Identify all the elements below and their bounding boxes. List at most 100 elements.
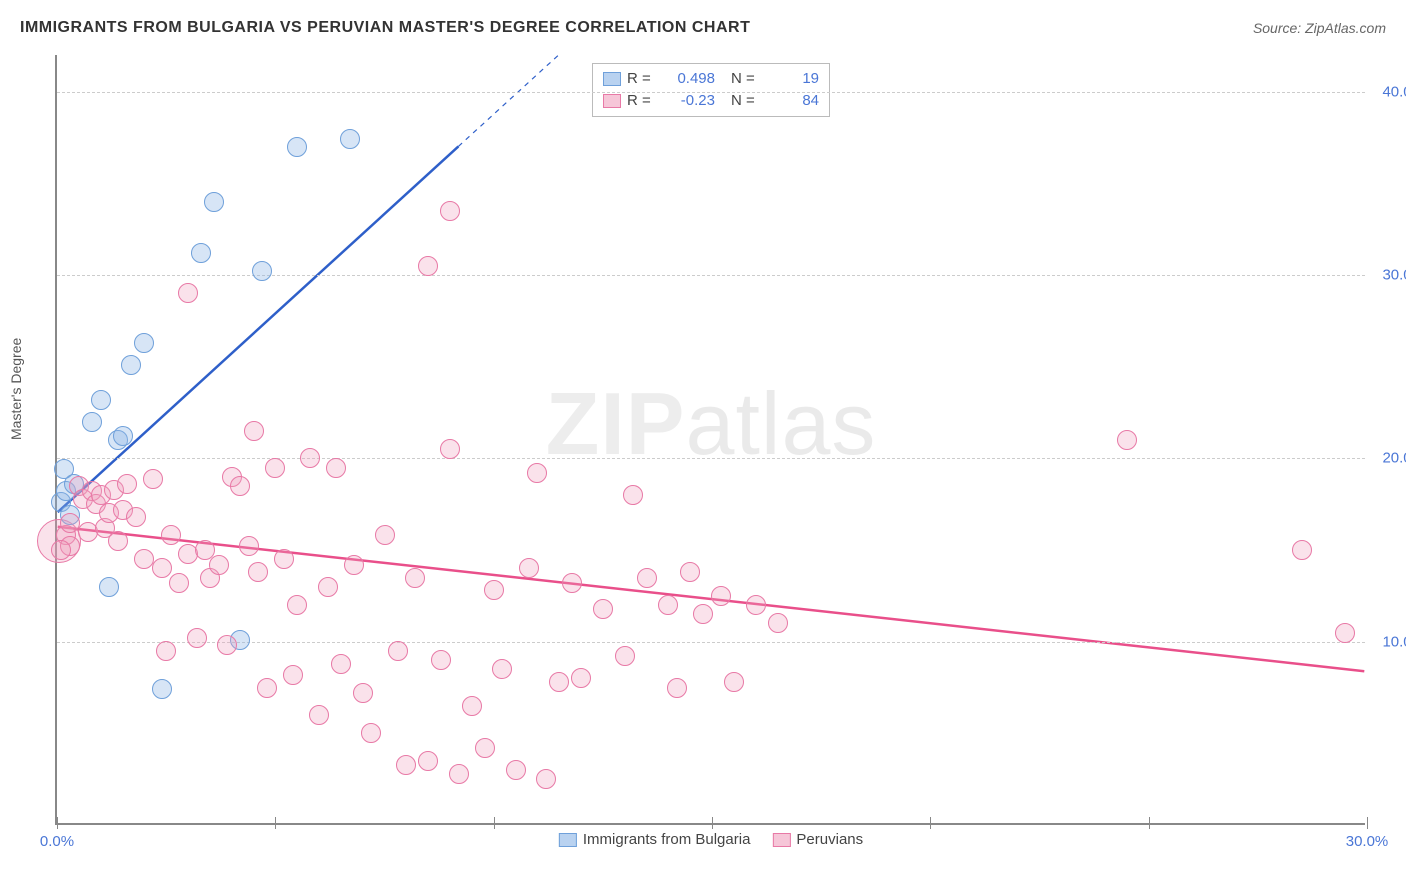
scatter-point bbox=[108, 531, 128, 551]
legend-swatch-bulgaria-2 bbox=[559, 833, 577, 847]
scatter-point bbox=[1292, 540, 1312, 560]
legend-N-value-2: 84 bbox=[767, 90, 819, 112]
x-tick bbox=[1367, 817, 1368, 829]
legend-row-series2: R = -0.23 N = 84 bbox=[603, 90, 819, 112]
legend-swatch-peruvians bbox=[603, 94, 621, 108]
legend-correlation-box: R = 0.498 N = 19 R = -0.23 N = 84 bbox=[592, 63, 830, 117]
scatter-point bbox=[287, 137, 307, 157]
scatter-point bbox=[615, 646, 635, 666]
scatter-point bbox=[204, 192, 224, 212]
legend-series-box: Immigrants from Bulgaria Peruvians bbox=[559, 831, 863, 848]
scatter-point bbox=[680, 562, 700, 582]
scatter-point bbox=[623, 485, 643, 505]
legend-swatch-bulgaria bbox=[603, 72, 621, 86]
x-tick bbox=[1149, 817, 1150, 829]
scatter-point bbox=[475, 738, 495, 758]
scatter-point bbox=[519, 558, 539, 578]
scatter-point bbox=[331, 654, 351, 674]
scatter-point bbox=[340, 129, 360, 149]
legend-N-label: N = bbox=[731, 68, 761, 90]
scatter-point bbox=[405, 568, 425, 588]
scatter-point bbox=[82, 412, 102, 432]
x-tick bbox=[57, 817, 58, 829]
scatter-point bbox=[527, 463, 547, 483]
y-tick-label: 20.0% bbox=[1382, 450, 1406, 467]
scatter-point bbox=[169, 573, 189, 593]
legend-R-label: R = bbox=[627, 68, 657, 90]
scatter-point bbox=[746, 595, 766, 615]
scatter-point bbox=[462, 696, 482, 716]
y-tick-label: 30.0% bbox=[1382, 267, 1406, 284]
scatter-point bbox=[143, 469, 163, 489]
legend-N-label-2: N = bbox=[731, 90, 761, 112]
scatter-point bbox=[248, 562, 268, 582]
scatter-point bbox=[265, 458, 285, 478]
scatter-point bbox=[126, 507, 146, 527]
scatter-point bbox=[571, 668, 591, 688]
scatter-point bbox=[492, 659, 512, 679]
legend-item-peruvians: Peruvians bbox=[772, 831, 863, 848]
scatter-point bbox=[344, 555, 364, 575]
regression-line bbox=[458, 55, 558, 146]
scatter-point bbox=[562, 573, 582, 593]
scatter-point bbox=[431, 650, 451, 670]
scatter-point bbox=[51, 540, 71, 560]
gridline-h bbox=[57, 642, 1365, 643]
scatter-point bbox=[230, 476, 250, 496]
legend-row-series1: R = 0.498 N = 19 bbox=[603, 68, 819, 90]
chart-title: IMMIGRANTS FROM BULGARIA VS PERUVIAN MAS… bbox=[20, 19, 750, 37]
scatter-point bbox=[1335, 623, 1355, 643]
scatter-point bbox=[711, 586, 731, 606]
scatter-point bbox=[300, 448, 320, 468]
scatter-point bbox=[239, 536, 259, 556]
scatter-point bbox=[418, 751, 438, 771]
scatter-point bbox=[283, 665, 303, 685]
scatter-point bbox=[217, 635, 237, 655]
scatter-point bbox=[593, 599, 613, 619]
scatter-point bbox=[244, 421, 264, 441]
scatter-point bbox=[449, 764, 469, 784]
scatter-point bbox=[117, 474, 137, 494]
scatter-point bbox=[209, 555, 229, 575]
x-tick bbox=[712, 817, 713, 829]
scatter-point bbox=[187, 628, 207, 648]
source-label: Source: ZipAtlas.com bbox=[1253, 20, 1386, 36]
scatter-point bbox=[768, 613, 788, 633]
x-tick bbox=[930, 817, 931, 829]
scatter-point bbox=[91, 390, 111, 410]
scatter-point bbox=[375, 525, 395, 545]
legend-item-bulgaria: Immigrants from Bulgaria bbox=[559, 831, 751, 848]
scatter-point bbox=[693, 604, 713, 624]
legend-R-value-1: 0.498 bbox=[663, 68, 715, 90]
scatter-point bbox=[637, 568, 657, 588]
gridline-h bbox=[57, 92, 1365, 93]
legend-label-peruvians: Peruvians bbox=[796, 831, 863, 848]
scatter-point bbox=[353, 683, 373, 703]
scatter-point bbox=[658, 595, 678, 615]
scatter-point bbox=[152, 679, 172, 699]
scatter-point bbox=[506, 760, 526, 780]
scatter-point bbox=[309, 705, 329, 725]
scatter-point bbox=[1117, 430, 1137, 450]
scatter-point bbox=[113, 426, 133, 446]
scatter-point bbox=[152, 558, 172, 578]
scatter-point bbox=[134, 333, 154, 353]
scatter-point bbox=[418, 256, 438, 276]
y-tick-label: 40.0% bbox=[1382, 83, 1406, 100]
scatter-point bbox=[274, 549, 294, 569]
scatter-point bbox=[549, 672, 569, 692]
legend-R-label-2: R = bbox=[627, 90, 657, 112]
scatter-point bbox=[667, 678, 687, 698]
plot-area: ZIPatlas R = 0.498 N = 19 R = -0.23 N = … bbox=[55, 55, 1365, 825]
scatter-point bbox=[257, 678, 277, 698]
scatter-point bbox=[287, 595, 307, 615]
gridline-h bbox=[57, 458, 1365, 459]
y-axis-label: Master's Degree bbox=[8, 338, 24, 440]
scatter-point bbox=[326, 458, 346, 478]
scatter-point bbox=[156, 641, 176, 661]
scatter-point bbox=[161, 525, 181, 545]
scatter-point bbox=[724, 672, 744, 692]
legend-R-value-2: -0.23 bbox=[663, 90, 715, 112]
legend-N-value-1: 19 bbox=[767, 68, 819, 90]
regression-line bbox=[58, 146, 459, 512]
